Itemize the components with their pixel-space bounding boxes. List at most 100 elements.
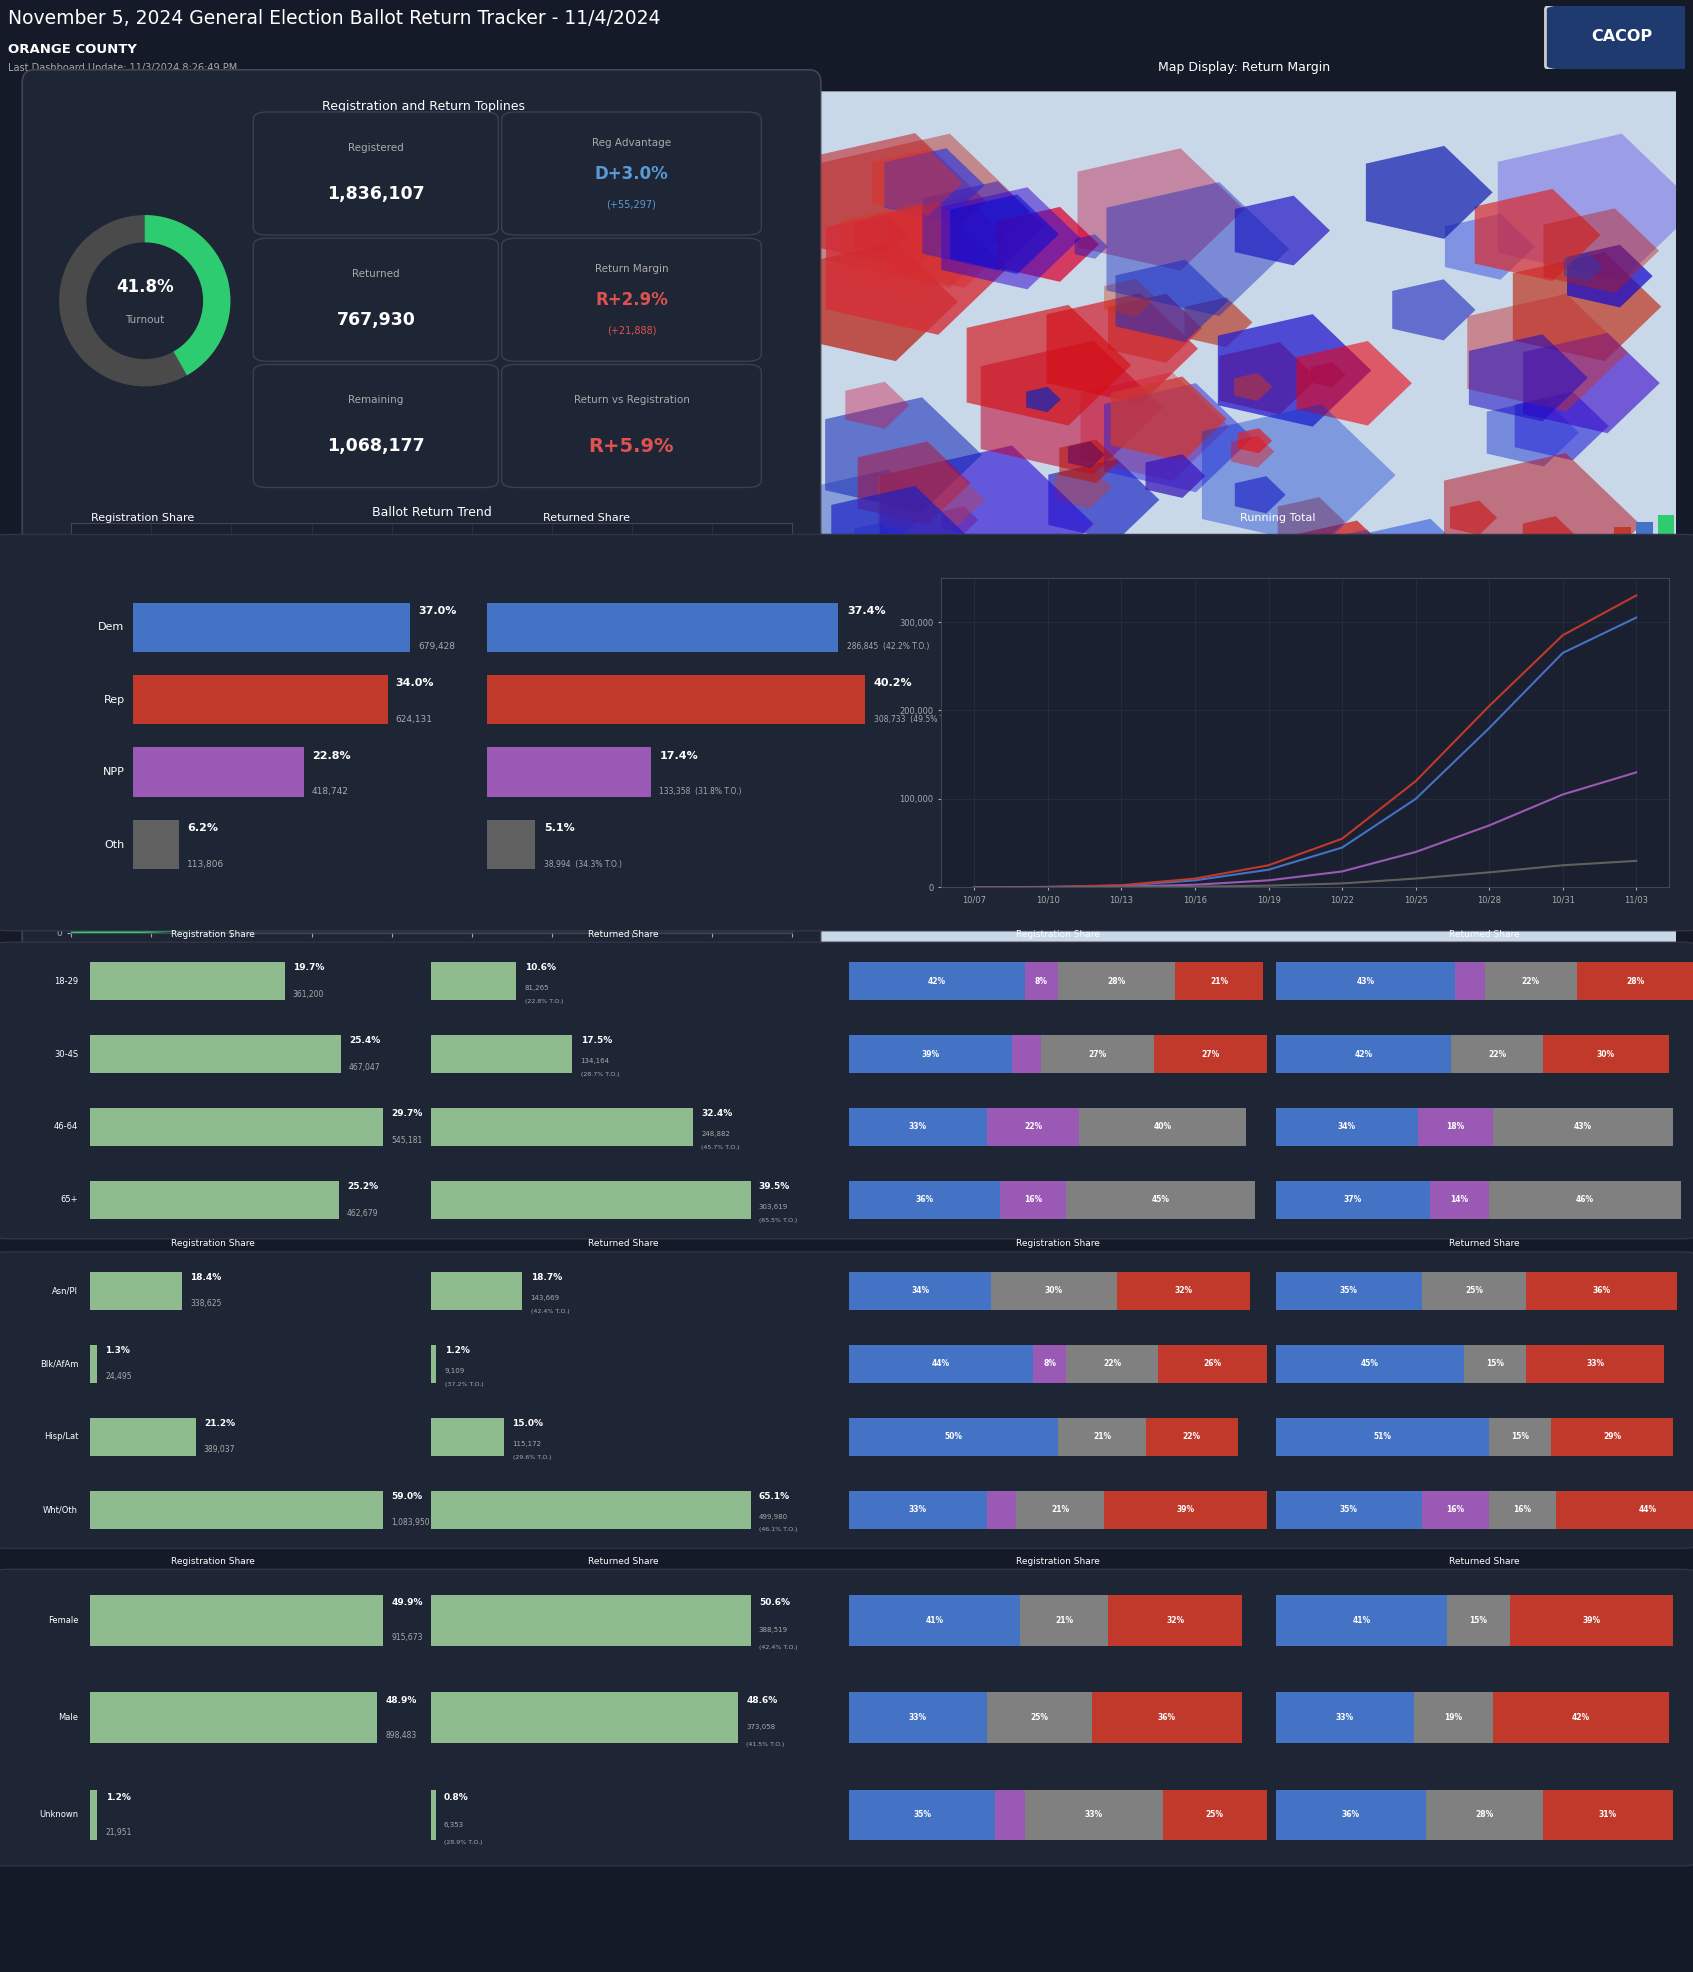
- Text: 21.2%: 21.2%: [203, 1420, 235, 1428]
- FancyBboxPatch shape: [1275, 1692, 1414, 1743]
- Polygon shape: [1432, 775, 1615, 909]
- Text: 35%: 35%: [1339, 1286, 1358, 1296]
- Text: (42.4% T.O.): (42.4% T.O.): [758, 1645, 797, 1651]
- FancyBboxPatch shape: [1058, 962, 1175, 1000]
- Polygon shape: [997, 830, 1053, 870]
- Text: Returned: Returned: [352, 268, 400, 278]
- Text: (29.6% T.O.): (29.6% T.O.): [513, 1455, 550, 1459]
- Wedge shape: [59, 215, 230, 387]
- FancyBboxPatch shape: [1275, 1345, 1464, 1382]
- Text: 303,619: 303,619: [758, 1205, 787, 1211]
- Polygon shape: [1217, 314, 1371, 426]
- FancyBboxPatch shape: [1488, 1418, 1551, 1455]
- Polygon shape: [1564, 252, 1603, 282]
- Text: 767,930: 767,930: [752, 556, 792, 566]
- Text: Return vs Registration: Return vs Registration: [574, 394, 689, 404]
- Text: 16%: 16%: [1514, 1505, 1530, 1514]
- Text: 38,994  (34.3% T.O.): 38,994 (34.3% T.O.): [543, 860, 621, 870]
- Polygon shape: [1183, 542, 1280, 611]
- Text: 28%: 28%: [1107, 976, 1126, 986]
- Text: 44%: 44%: [1639, 1505, 1657, 1514]
- FancyBboxPatch shape: [488, 603, 838, 653]
- FancyBboxPatch shape: [1488, 1181, 1681, 1219]
- Text: Returned Share: Returned Share: [587, 1556, 659, 1566]
- Text: 18-29: 18-29: [54, 976, 78, 986]
- Text: 35%: 35%: [913, 1810, 931, 1820]
- Text: Registered: Registered: [349, 142, 403, 152]
- FancyBboxPatch shape: [90, 1108, 383, 1146]
- Text: 50%: 50%: [945, 1432, 963, 1442]
- Polygon shape: [1503, 574, 1629, 667]
- FancyBboxPatch shape: [430, 1418, 505, 1455]
- Polygon shape: [1524, 333, 1659, 434]
- Polygon shape: [884, 148, 985, 221]
- Text: 28%: 28%: [1625, 976, 1644, 986]
- Polygon shape: [1503, 590, 1605, 665]
- Polygon shape: [1116, 702, 1329, 858]
- Text: Returned Share: Returned Share: [1449, 1238, 1520, 1248]
- Text: 27%: 27%: [1089, 1049, 1107, 1059]
- Polygon shape: [967, 306, 1131, 426]
- Text: 9,109: 9,109: [445, 1369, 466, 1374]
- Text: 33%: 33%: [1085, 1810, 1102, 1820]
- Text: Registration Share: Registration Share: [1016, 1238, 1100, 1248]
- Text: 36%: 36%: [916, 1195, 933, 1205]
- Text: Registration Share: Registration Share: [171, 1238, 256, 1248]
- Text: 32.4%: 32.4%: [701, 1110, 733, 1118]
- FancyBboxPatch shape: [1058, 1418, 1146, 1455]
- Text: 338,625: 338,625: [190, 1300, 222, 1307]
- Text: 1,083,950: 1,083,950: [391, 1518, 430, 1526]
- Polygon shape: [796, 243, 958, 361]
- FancyBboxPatch shape: [1275, 1181, 1431, 1219]
- FancyBboxPatch shape: [132, 603, 410, 653]
- Text: 43%: 43%: [1356, 976, 1375, 986]
- Text: 34%: 34%: [911, 1286, 929, 1296]
- Text: 39.5%: 39.5%: [758, 1183, 791, 1191]
- Text: Running Total: Running Total: [1241, 513, 1315, 523]
- FancyBboxPatch shape: [1451, 1035, 1542, 1073]
- FancyBboxPatch shape: [850, 1595, 1021, 1645]
- Text: 36%: 36%: [1593, 1286, 1610, 1296]
- Text: Female: Female: [47, 1615, 78, 1625]
- FancyBboxPatch shape: [1275, 1491, 1422, 1528]
- FancyBboxPatch shape: [430, 1108, 692, 1146]
- FancyBboxPatch shape: [0, 943, 1693, 1238]
- Text: (65.5% T.O.): (65.5% T.O.): [758, 1219, 797, 1223]
- Text: Map Display: Return Margin: Map Display: Return Margin: [1158, 61, 1331, 73]
- FancyBboxPatch shape: [999, 1181, 1067, 1219]
- Text: 37%: 37%: [1344, 1195, 1363, 1205]
- Polygon shape: [1415, 696, 1507, 763]
- Polygon shape: [1514, 649, 1622, 728]
- Polygon shape: [1080, 373, 1229, 481]
- Text: Registration Share: Registration Share: [1016, 1556, 1100, 1566]
- Polygon shape: [872, 150, 963, 217]
- Text: 22.8%: 22.8%: [312, 751, 350, 761]
- Text: 27%: 27%: [1202, 1049, 1219, 1059]
- Text: Blk/AfAm: Blk/AfAm: [39, 1359, 78, 1369]
- Text: 6.2%: 6.2%: [188, 822, 218, 832]
- Polygon shape: [1234, 373, 1273, 400]
- Text: 37.4%: 37.4%: [846, 605, 885, 615]
- Text: 31%: 31%: [1598, 1810, 1617, 1820]
- Text: 8%: 8%: [1043, 1359, 1056, 1369]
- Polygon shape: [997, 207, 1099, 282]
- Polygon shape: [819, 134, 1029, 288]
- Text: 81,265: 81,265: [525, 986, 549, 992]
- FancyBboxPatch shape: [254, 112, 498, 235]
- FancyBboxPatch shape: [987, 1108, 1078, 1146]
- FancyBboxPatch shape: [90, 1345, 97, 1382]
- FancyBboxPatch shape: [501, 112, 762, 235]
- Text: 308,733  (49.5% T.O.): 308,733 (49.5% T.O.): [874, 716, 957, 724]
- Text: 467,047: 467,047: [349, 1063, 381, 1071]
- Polygon shape: [1319, 771, 1365, 807]
- FancyBboxPatch shape: [1448, 1595, 1510, 1645]
- Text: 29.7%: 29.7%: [391, 1110, 423, 1118]
- FancyBboxPatch shape: [1067, 1345, 1158, 1382]
- Text: 10.6%: 10.6%: [525, 964, 555, 972]
- Text: 18%: 18%: [1446, 1122, 1464, 1132]
- Polygon shape: [1366, 146, 1493, 239]
- FancyBboxPatch shape: [1021, 1595, 1109, 1645]
- FancyBboxPatch shape: [90, 1035, 340, 1073]
- FancyBboxPatch shape: [430, 1035, 572, 1073]
- Polygon shape: [1380, 692, 1437, 734]
